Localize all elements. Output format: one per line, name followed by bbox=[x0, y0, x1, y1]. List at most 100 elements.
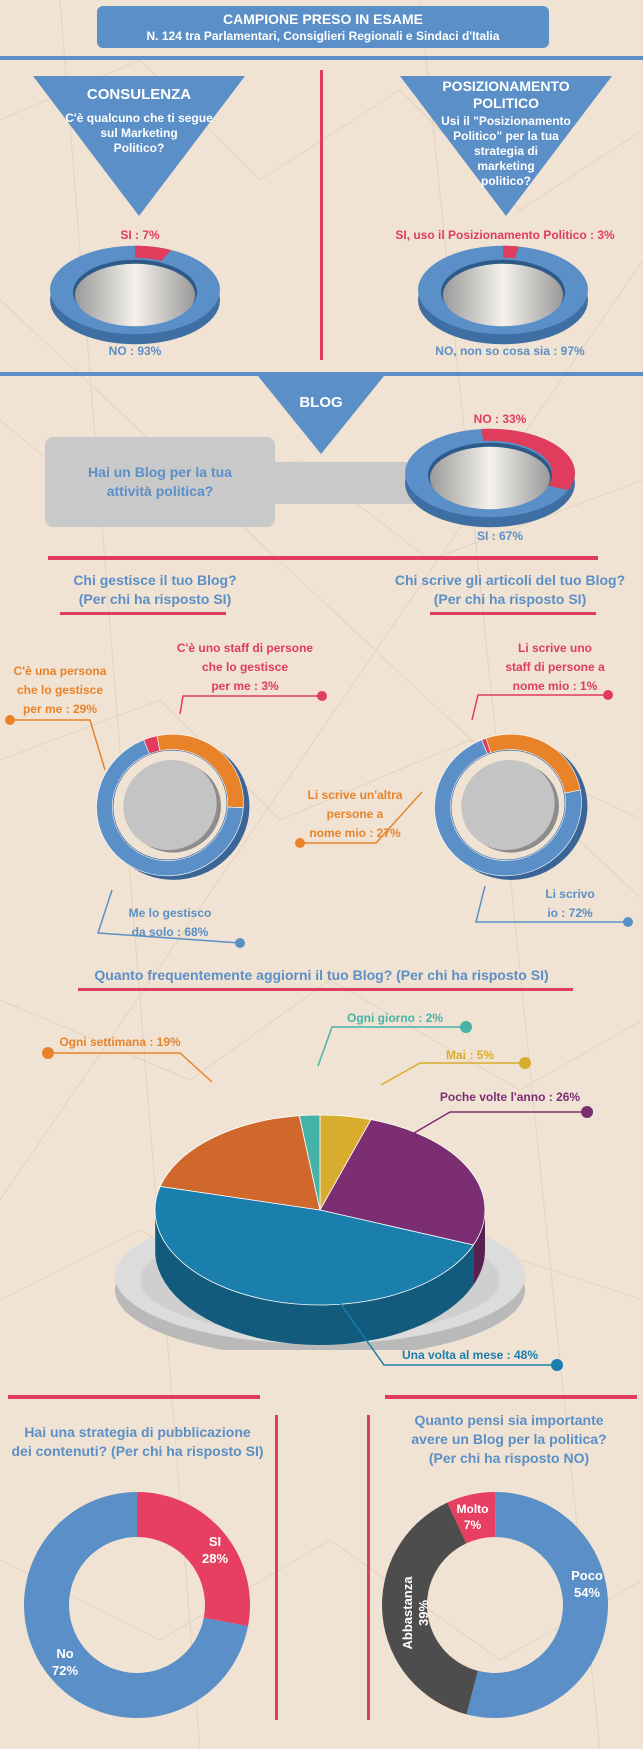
gestisce-title-underline bbox=[60, 612, 226, 615]
blog-question-connector bbox=[270, 462, 420, 504]
divider-vertical-1 bbox=[320, 70, 323, 360]
consulenza-no-label: NO : 93% bbox=[108, 344, 162, 358]
strategia-si-label-1: SI bbox=[208, 1534, 222, 1549]
scrive-title-1: Chi scrive gli articoli del tuo Blog? bbox=[394, 572, 626, 588]
pie-side-2 bbox=[473, 1210, 485, 1285]
importanza-abbastanza-label-2: 39% bbox=[416, 1599, 431, 1627]
gestisce-donut-chart bbox=[96, 733, 250, 880]
strategia-donut-chart bbox=[23, 1492, 251, 1718]
frequenza-ogni-giorno-label: Ogni giorno : 2% bbox=[347, 1011, 443, 1025]
pie-slice-ogni-settimana bbox=[159, 1115, 321, 1211]
scrive-disc bbox=[461, 760, 555, 850]
frequenza-ogni-settimana-label: Ogni settimana : 19% bbox=[59, 1035, 181, 1049]
header-subtitle: N. 124 tra Parlamentari, Consiglieri Reg… bbox=[146, 29, 500, 43]
importanza-molto-label-2: 7% bbox=[463, 1518, 482, 1532]
importanza-abbastanza-label-1: Abbastanza bbox=[400, 1576, 415, 1650]
consulenza-title: CONSULENZA bbox=[86, 86, 192, 103]
blog-segment-no bbox=[481, 428, 575, 491]
frequenza-leader-lines bbox=[42, 1021, 593, 1371]
blog-ring-chart bbox=[405, 428, 575, 528]
scrive-staff-label-2: staff di persone a bbox=[505, 660, 605, 674]
pie-side-3 bbox=[155, 1214, 474, 1345]
importanza-abbastanza-label: Abbastanza 39% bbox=[400, 1558, 434, 1668]
importanza-molto-label-1: Molto bbox=[456, 1502, 489, 1516]
importanza-donut-chart bbox=[382, 1492, 608, 1718]
posizionamento-no-label: NO, non so cosa sia : 97% bbox=[435, 344, 585, 358]
posizionamento-question-4: marketing bbox=[477, 159, 535, 173]
gestisce-leader-lines bbox=[5, 691, 327, 948]
importanza-title-3: (Per chi ha risposto NO) bbox=[428, 1450, 590, 1466]
consulenza-segment-si bbox=[135, 245, 172, 261]
posizionamento-question-3: strategia di bbox=[473, 144, 539, 158]
strategia-title-1: Hai una strategia di pubblicazione bbox=[24, 1424, 251, 1440]
pie-slice-una-volta-al-mese bbox=[154, 1185, 475, 1306]
blog-no-label: NO : 33% bbox=[473, 412, 527, 426]
strategia-si-label-2: 28% bbox=[201, 1551, 229, 1566]
gestisce-persona-label-2: che lo gestisce bbox=[16, 683, 104, 697]
scrive-staff-label-1: Li scrive uno bbox=[517, 641, 593, 655]
blog-question-box bbox=[45, 437, 275, 527]
blog-question-2: attività politica? bbox=[106, 483, 214, 499]
posizionamento-yes-label: SI, uso il Posizionamento Politico : 3% bbox=[395, 228, 615, 242]
scrive-staff-label-3: nome mio : 1% bbox=[512, 679, 598, 693]
blog-triangle bbox=[258, 376, 384, 454]
gestisce-solo-label-1: Me lo gestisco bbox=[128, 906, 212, 920]
importanza-title-2: avere un Blog per la politica? bbox=[411, 1431, 607, 1447]
posizionamento-title-2: POLITICO bbox=[472, 95, 540, 111]
pie-slice-poche-volte-l-anno bbox=[319, 1119, 486, 1246]
frequenza-mai-label: Mai : 5% bbox=[445, 1048, 494, 1062]
posizionamento-question-1: Usi il "Posizionamento bbox=[441, 114, 571, 128]
consulenza-question-1: C'è qualcuno che ti segue bbox=[65, 111, 213, 125]
gestisce-segment-3 bbox=[96, 739, 244, 877]
posizionamento-segment-si bbox=[503, 245, 519, 259]
gestisce-staff-label-3: per me : 3% bbox=[211, 679, 279, 693]
frequenza-poche-volte-label: Poche volte l'anno : 26% bbox=[439, 1090, 581, 1104]
strategia-segment-si bbox=[137, 1492, 251, 1627]
strategia-title-2: dei contenuti? (Per chi ha risposto SI) bbox=[11, 1443, 264, 1459]
importanza-poco-label-1: Poco bbox=[571, 1568, 603, 1583]
consulenza-ring-chart bbox=[50, 245, 220, 345]
consulenza-triangle bbox=[33, 76, 245, 216]
importanza-segment-molto bbox=[447, 1492, 496, 1544]
divider-importanza bbox=[385, 1395, 637, 1399]
scrive-segment-3 bbox=[434, 739, 582, 877]
posizionamento-ring-chart bbox=[418, 245, 588, 345]
gestisce-persona-label-3: per me : 29% bbox=[22, 702, 98, 716]
frequenza-una-volta-label: Una volta al mese : 48% bbox=[401, 1348, 539, 1362]
consulenza-yes-label: SI : 7% bbox=[120, 228, 160, 242]
blog-title: BLOG bbox=[299, 394, 343, 411]
importanza-segment-abbastanza bbox=[382, 1502, 478, 1715]
divider-blog bbox=[0, 372, 643, 376]
posizionamento-question-2: Politico" per la tua bbox=[453, 129, 559, 143]
frequenza-title: Quanto frequentemente aggiorni il tuo Bl… bbox=[94, 967, 549, 983]
frequenza-pie-chart bbox=[115, 1114, 525, 1350]
posizionamento-triangle bbox=[400, 76, 612, 216]
strategia-segment-no bbox=[23, 1492, 248, 1718]
gestisce-disc bbox=[123, 760, 217, 850]
scrive-title-2: (Per chi ha risposto SI) bbox=[433, 591, 587, 607]
scrive-altra-label-1: Li scrive un'altra bbox=[307, 788, 403, 802]
blog-ring-center bbox=[430, 446, 550, 510]
gestisce-title-1: Chi gestisce il tuo Blog? bbox=[73, 572, 237, 588]
scrive-leader-lines bbox=[295, 690, 633, 927]
importanza-segment-poco bbox=[466, 1492, 608, 1718]
scrive-altra-label-3: nome mio : 27% bbox=[309, 826, 401, 840]
strategia-no-label-2: 72% bbox=[51, 1663, 79, 1678]
divider-top bbox=[0, 56, 643, 60]
scrive-donut-chart bbox=[434, 733, 588, 880]
pie-sides bbox=[155, 1210, 485, 1345]
posizionamento-question-5: politico? bbox=[481, 174, 531, 188]
consulenza-question-2: sul Marketing bbox=[100, 126, 178, 140]
divider-vertical-importanza bbox=[367, 1415, 370, 1720]
scrive-altra-label-2: persone a bbox=[326, 807, 384, 821]
scrive-io-label-2: io : 72% bbox=[547, 906, 593, 920]
scrive-io-label-1: Li scrivo bbox=[545, 887, 595, 901]
importanza-title-1: Quanto pensi sia importante bbox=[414, 1412, 604, 1428]
strategia-no-label-1: No bbox=[56, 1646, 74, 1661]
header-box bbox=[97, 6, 549, 48]
scrive-title-underline bbox=[430, 612, 596, 615]
blog-question-1: Hai un Blog per la tua bbox=[88, 464, 232, 480]
header-title: CAMPIONE PRESO IN ESAME bbox=[223, 11, 423, 27]
posizionamento-title-1: POSIZIONAMENTO bbox=[442, 78, 570, 94]
